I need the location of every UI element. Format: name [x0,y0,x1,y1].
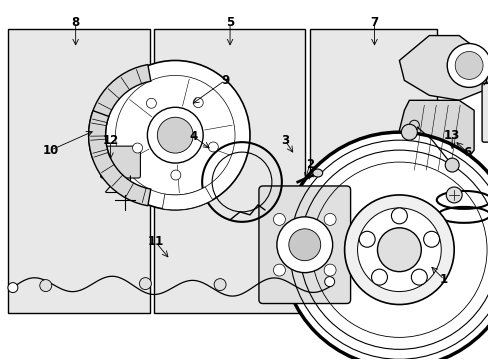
FancyBboxPatch shape [259,186,350,303]
Bar [154,30,305,313]
Circle shape [276,217,332,273]
Ellipse shape [312,169,322,177]
Text: 11: 11 [147,235,163,248]
Text: 12: 12 [102,134,119,147]
Polygon shape [399,100,473,180]
Circle shape [273,264,285,276]
Text: 7: 7 [370,16,378,29]
Circle shape [454,51,482,80]
Text: 4: 4 [189,130,197,143]
Ellipse shape [262,200,346,289]
Text: 6: 6 [462,145,470,159]
Text: 5: 5 [225,16,234,29]
Circle shape [193,98,203,108]
Circle shape [324,264,335,276]
Circle shape [390,208,407,224]
Polygon shape [88,64,150,160]
Circle shape [357,208,440,292]
Circle shape [324,276,334,287]
Circle shape [446,187,461,203]
Circle shape [344,195,453,305]
FancyBboxPatch shape [101,146,140,178]
Bar [309,30,436,313]
Circle shape [132,143,142,153]
Circle shape [371,269,386,285]
Polygon shape [399,36,488,100]
Circle shape [146,98,156,108]
FancyBboxPatch shape [481,84,488,142]
Circle shape [157,117,193,153]
Text: 2: 2 [305,158,313,171]
Polygon shape [88,111,150,206]
Circle shape [208,142,218,152]
Text: 9: 9 [221,74,229,87]
Circle shape [401,124,416,140]
Circle shape [288,229,320,261]
Text: 10: 10 [42,144,59,157]
Circle shape [40,280,52,292]
Circle shape [101,60,249,210]
Circle shape [423,231,439,247]
Circle shape [281,132,488,360]
Bar [8,30,149,313]
Circle shape [359,231,374,247]
Circle shape [444,158,458,172]
Circle shape [147,107,203,163]
Circle shape [214,279,225,291]
Circle shape [139,278,151,289]
Wedge shape [162,187,212,210]
Circle shape [324,213,335,225]
Circle shape [447,44,488,87]
Text: 1: 1 [439,273,447,286]
Circle shape [377,228,421,272]
Text: 3: 3 [280,134,288,147]
Text: 13: 13 [443,129,459,142]
Circle shape [273,213,285,225]
Circle shape [8,283,18,293]
Circle shape [170,170,181,180]
Text: 8: 8 [71,16,80,29]
Circle shape [410,269,427,285]
